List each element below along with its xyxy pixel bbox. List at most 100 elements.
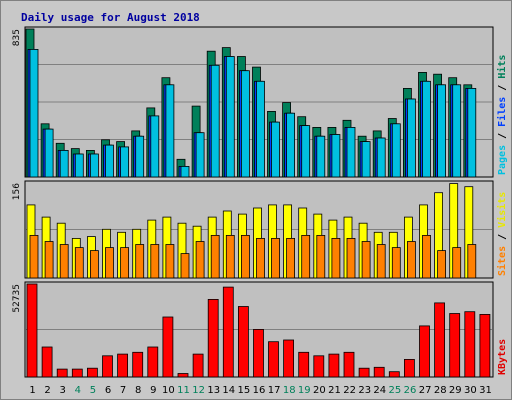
bar-sites-1 — [29, 234, 39, 279]
bar-pages-11 — [180, 165, 190, 178]
day-label-13: 13 — [207, 385, 220, 396]
bar-pages-27 — [422, 80, 431, 178]
bar-sites-8 — [135, 244, 145, 279]
day-label-4: 4 — [75, 385, 81, 396]
bar-pages-13 — [210, 64, 220, 178]
bar-pages-22 — [346, 127, 356, 178]
bar-kbytes-20 — [313, 355, 325, 378]
day-label-7: 7 — [120, 385, 126, 396]
bar-pages-7 — [120, 146, 129, 178]
bar-kbytes-8 — [132, 351, 144, 378]
bar-sites-26 — [406, 241, 416, 279]
bar-kbytes-24 — [373, 366, 385, 378]
bar-sites-27 — [422, 234, 431, 279]
bar-kbytes-19 — [298, 351, 310, 378]
bar-sites-25 — [391, 247, 401, 279]
bar-kbytes-30 — [464, 311, 476, 378]
day-label-27: 27 — [419, 385, 432, 396]
day-label-31: 31 — [479, 385, 492, 396]
legend-visits-sites: Sites / Visits — [496, 192, 508, 276]
bar-pages-29 — [452, 84, 462, 178]
bar-kbytes-2 — [41, 346, 53, 378]
bar-kbytes-12 — [192, 353, 204, 378]
panel-kbytes: 52735 KBytes — [12, 281, 508, 378]
legend-entry: Visits — [496, 192, 508, 228]
day-label-16: 16 — [253, 385, 266, 396]
bar-sites-14 — [225, 234, 235, 279]
bar-kbytes-15 — [237, 306, 249, 378]
bar-pages-8 — [135, 135, 145, 178]
day-label-12: 12 — [192, 385, 205, 396]
bar-kbytes-16 — [253, 328, 264, 378]
bar-kbytes-26 — [403, 358, 415, 378]
legend-entry: Files — [496, 97, 508, 127]
bar-sites-5 — [90, 250, 99, 279]
bar-pages-1 — [29, 49, 39, 178]
day-label-20: 20 — [313, 385, 326, 396]
bar-pages-30 — [467, 88, 477, 178]
bar-kbytes-11 — [177, 373, 189, 378]
bar-kbytes-18 — [283, 339, 295, 378]
day-label-22: 22 — [343, 385, 356, 396]
chart-title: Daily usage for August 2018 — [21, 11, 200, 24]
bar-pages-3 — [59, 149, 69, 178]
bar-sites-13 — [210, 234, 220, 279]
legend-entry: / — [497, 127, 508, 145]
legend-entry: Sites — [496, 246, 508, 276]
bar-sites-3 — [59, 244, 69, 279]
legend-entry: / — [497, 79, 508, 97]
day-label-9: 9 — [150, 385, 156, 396]
legend-entry: Pages — [497, 145, 508, 175]
bar-sites-18 — [286, 237, 296, 279]
legend-hits-files-pages: Pages / Files / Hits — [496, 55, 508, 175]
bar-pages-12 — [195, 132, 205, 178]
day-label-30: 30 — [464, 385, 477, 396]
bar-kbytes-31 — [479, 313, 491, 378]
bar-pages-18 — [286, 112, 296, 178]
day-label-17: 17 — [268, 385, 281, 396]
bar-pages-9 — [150, 115, 160, 178]
day-label-28: 28 — [434, 385, 447, 396]
bar-sites-6 — [105, 247, 114, 279]
day-label-3: 3 — [60, 385, 66, 396]
bar-kbytes-4 — [71, 368, 83, 378]
bar-pages-26 — [406, 98, 416, 178]
bar-pages-2 — [44, 128, 54, 178]
bar-sites-10 — [165, 244, 175, 279]
bar-kbytes-22 — [343, 351, 355, 378]
day-label-5: 5 — [90, 385, 96, 396]
day-label-11: 11 — [177, 385, 190, 396]
bar-pages-16 — [256, 80, 265, 178]
bar-sites-30 — [467, 244, 477, 279]
bar-sites-15 — [240, 234, 250, 279]
legend-entry: Hits — [496, 55, 508, 79]
y-max-label: 835 — [12, 29, 22, 46]
day-label-6: 6 — [105, 385, 111, 396]
bar-kbytes-3 — [56, 368, 68, 378]
day-label-1: 1 — [29, 385, 35, 396]
bar-kbytes-14 — [222, 286, 234, 378]
bar-pages-19 — [301, 125, 311, 178]
day-label-15: 15 — [238, 385, 251, 396]
legend-entry: / — [497, 228, 508, 246]
bar-kbytes-23 — [358, 367, 370, 378]
bar-pages-10 — [165, 84, 175, 178]
bar-sites-17 — [271, 237, 280, 279]
bar-sites-21 — [331, 237, 341, 279]
bar-sites-20 — [316, 234, 326, 279]
bar-sites-16 — [256, 237, 265, 279]
bar-kbytes-1 — [26, 283, 38, 378]
legend-entry: KBytes — [497, 339, 508, 375]
bar-pages-6 — [105, 144, 114, 178]
bar-kbytes-28 — [434, 302, 446, 378]
bar-pages-25 — [391, 123, 401, 178]
bar-sites-28 — [437, 250, 447, 279]
bar-pages-14 — [225, 56, 235, 178]
day-label-29: 29 — [449, 385, 462, 396]
legend-kbytes: KBytes — [497, 339, 508, 375]
bar-kbytes-27 — [419, 325, 430, 378]
y-max-label: 52735 — [12, 284, 22, 313]
bar-pages-17 — [271, 121, 280, 178]
